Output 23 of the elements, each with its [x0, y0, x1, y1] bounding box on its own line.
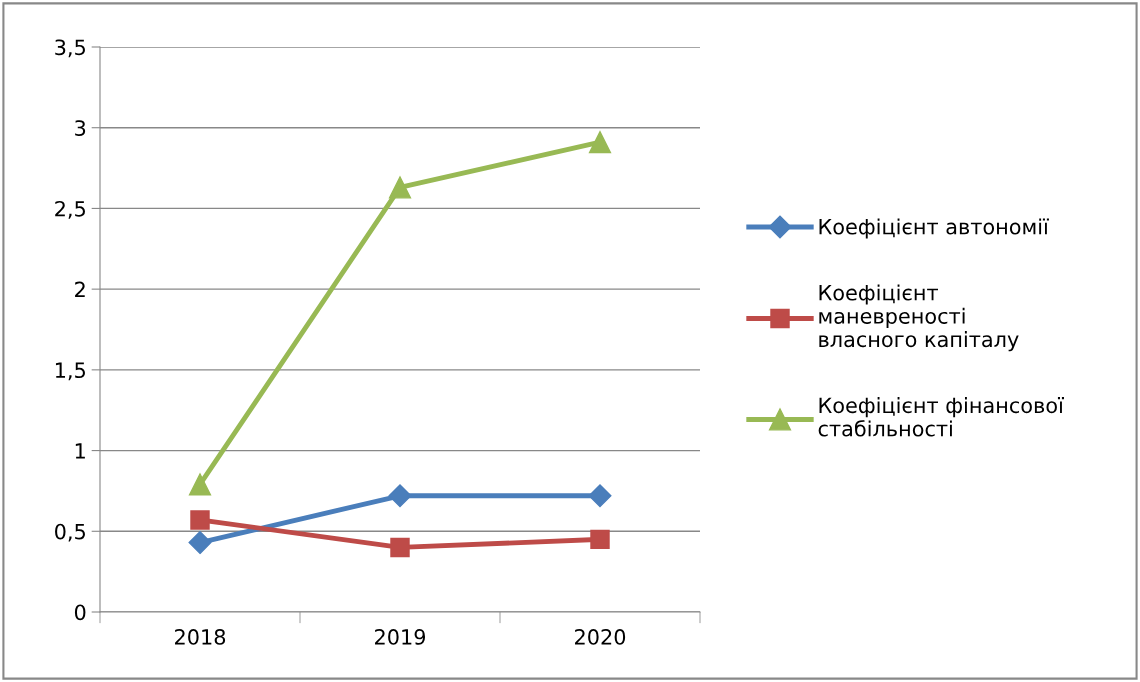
- point: [188, 473, 212, 496]
- x-tick-label: 2019: [375, 629, 426, 645]
- y-tick-label: 2,5: [55, 200, 85, 219]
- y-tick-label: 1: [75, 443, 85, 459]
- point: [388, 176, 412, 199]
- point: [190, 510, 210, 530]
- point: [188, 531, 212, 555]
- legend-label: Коефіцієнт фінансової стабільності: [818, 397, 1064, 437]
- point: [588, 484, 612, 508]
- x-tick-label: 2018: [175, 629, 226, 645]
- y-tick-label: 0: [74, 604, 86, 621]
- y-tick-label: 2: [75, 281, 85, 298]
- x-tick-label: 2020: [575, 629, 626, 645]
- point: [388, 484, 412, 508]
- point: [588, 131, 612, 154]
- y-tick-label: 3,5: [55, 39, 85, 58]
- y-tick-label: 1,5: [55, 362, 85, 381]
- legend-label: Коефіцієнт маневреності власного капіталу: [819, 284, 1019, 352]
- point: [390, 537, 410, 558]
- y-tick-label: 3: [75, 120, 86, 136]
- y-tick-label: 0,5: [55, 523, 85, 542]
- legend-label: Коефіцієнт автономії: [819, 218, 1049, 239]
- point: [590, 529, 610, 550]
